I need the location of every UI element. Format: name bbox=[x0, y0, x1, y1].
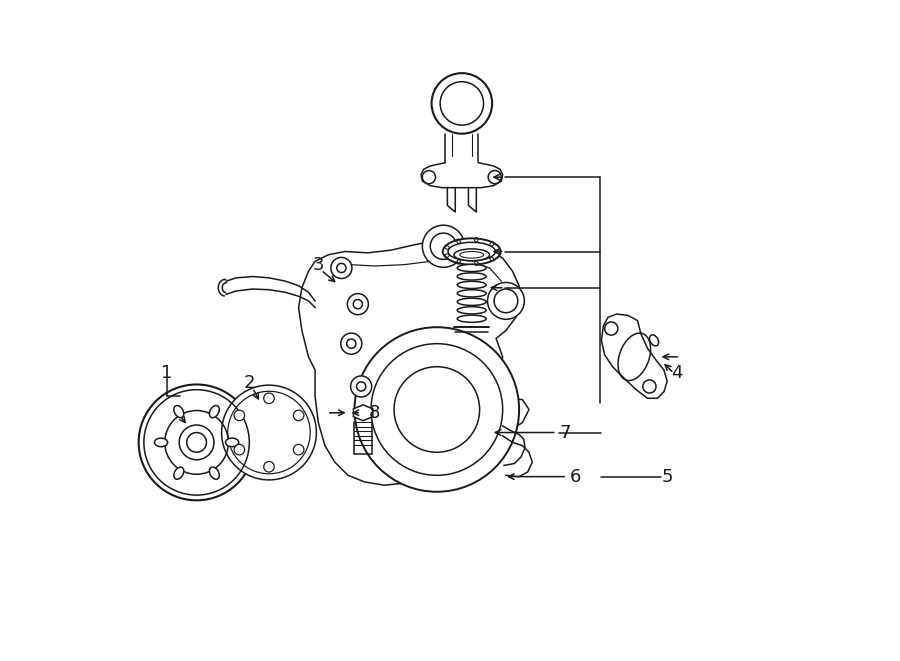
Text: 1: 1 bbox=[161, 364, 173, 382]
Circle shape bbox=[643, 380, 656, 393]
Ellipse shape bbox=[443, 239, 500, 264]
Circle shape bbox=[264, 393, 274, 404]
Ellipse shape bbox=[457, 298, 486, 305]
Ellipse shape bbox=[210, 406, 220, 418]
Circle shape bbox=[234, 410, 245, 420]
Circle shape bbox=[264, 461, 274, 472]
Circle shape bbox=[488, 282, 525, 319]
Text: 5: 5 bbox=[662, 467, 673, 486]
Ellipse shape bbox=[226, 438, 239, 447]
Circle shape bbox=[422, 171, 436, 184]
Ellipse shape bbox=[457, 282, 486, 288]
Circle shape bbox=[179, 425, 214, 460]
Circle shape bbox=[139, 385, 255, 500]
Ellipse shape bbox=[155, 438, 167, 447]
Circle shape bbox=[355, 327, 519, 492]
Circle shape bbox=[422, 225, 464, 267]
Text: 7: 7 bbox=[560, 424, 571, 442]
Ellipse shape bbox=[174, 467, 184, 479]
Circle shape bbox=[221, 385, 317, 480]
Polygon shape bbox=[601, 314, 667, 399]
Ellipse shape bbox=[457, 290, 486, 297]
Circle shape bbox=[293, 410, 304, 420]
Circle shape bbox=[331, 257, 352, 278]
Circle shape bbox=[605, 322, 617, 335]
Circle shape bbox=[341, 333, 362, 354]
Ellipse shape bbox=[650, 335, 659, 346]
Text: 8: 8 bbox=[369, 404, 380, 422]
Circle shape bbox=[488, 171, 501, 184]
Circle shape bbox=[234, 444, 245, 455]
Circle shape bbox=[293, 444, 304, 455]
Polygon shape bbox=[354, 405, 373, 420]
Ellipse shape bbox=[454, 249, 490, 260]
Ellipse shape bbox=[210, 467, 220, 479]
Text: 4: 4 bbox=[671, 364, 683, 382]
Polygon shape bbox=[468, 188, 476, 212]
Ellipse shape bbox=[457, 273, 486, 280]
Text: 6: 6 bbox=[570, 467, 580, 486]
Polygon shape bbox=[447, 188, 455, 212]
Text: 3: 3 bbox=[312, 256, 324, 274]
Polygon shape bbox=[299, 240, 529, 485]
Polygon shape bbox=[421, 163, 503, 188]
Ellipse shape bbox=[457, 307, 486, 314]
Ellipse shape bbox=[174, 406, 184, 418]
Circle shape bbox=[351, 376, 372, 397]
Circle shape bbox=[347, 293, 368, 315]
Circle shape bbox=[432, 73, 492, 134]
Text: 2: 2 bbox=[244, 374, 255, 392]
Ellipse shape bbox=[457, 315, 486, 323]
Ellipse shape bbox=[457, 264, 486, 272]
